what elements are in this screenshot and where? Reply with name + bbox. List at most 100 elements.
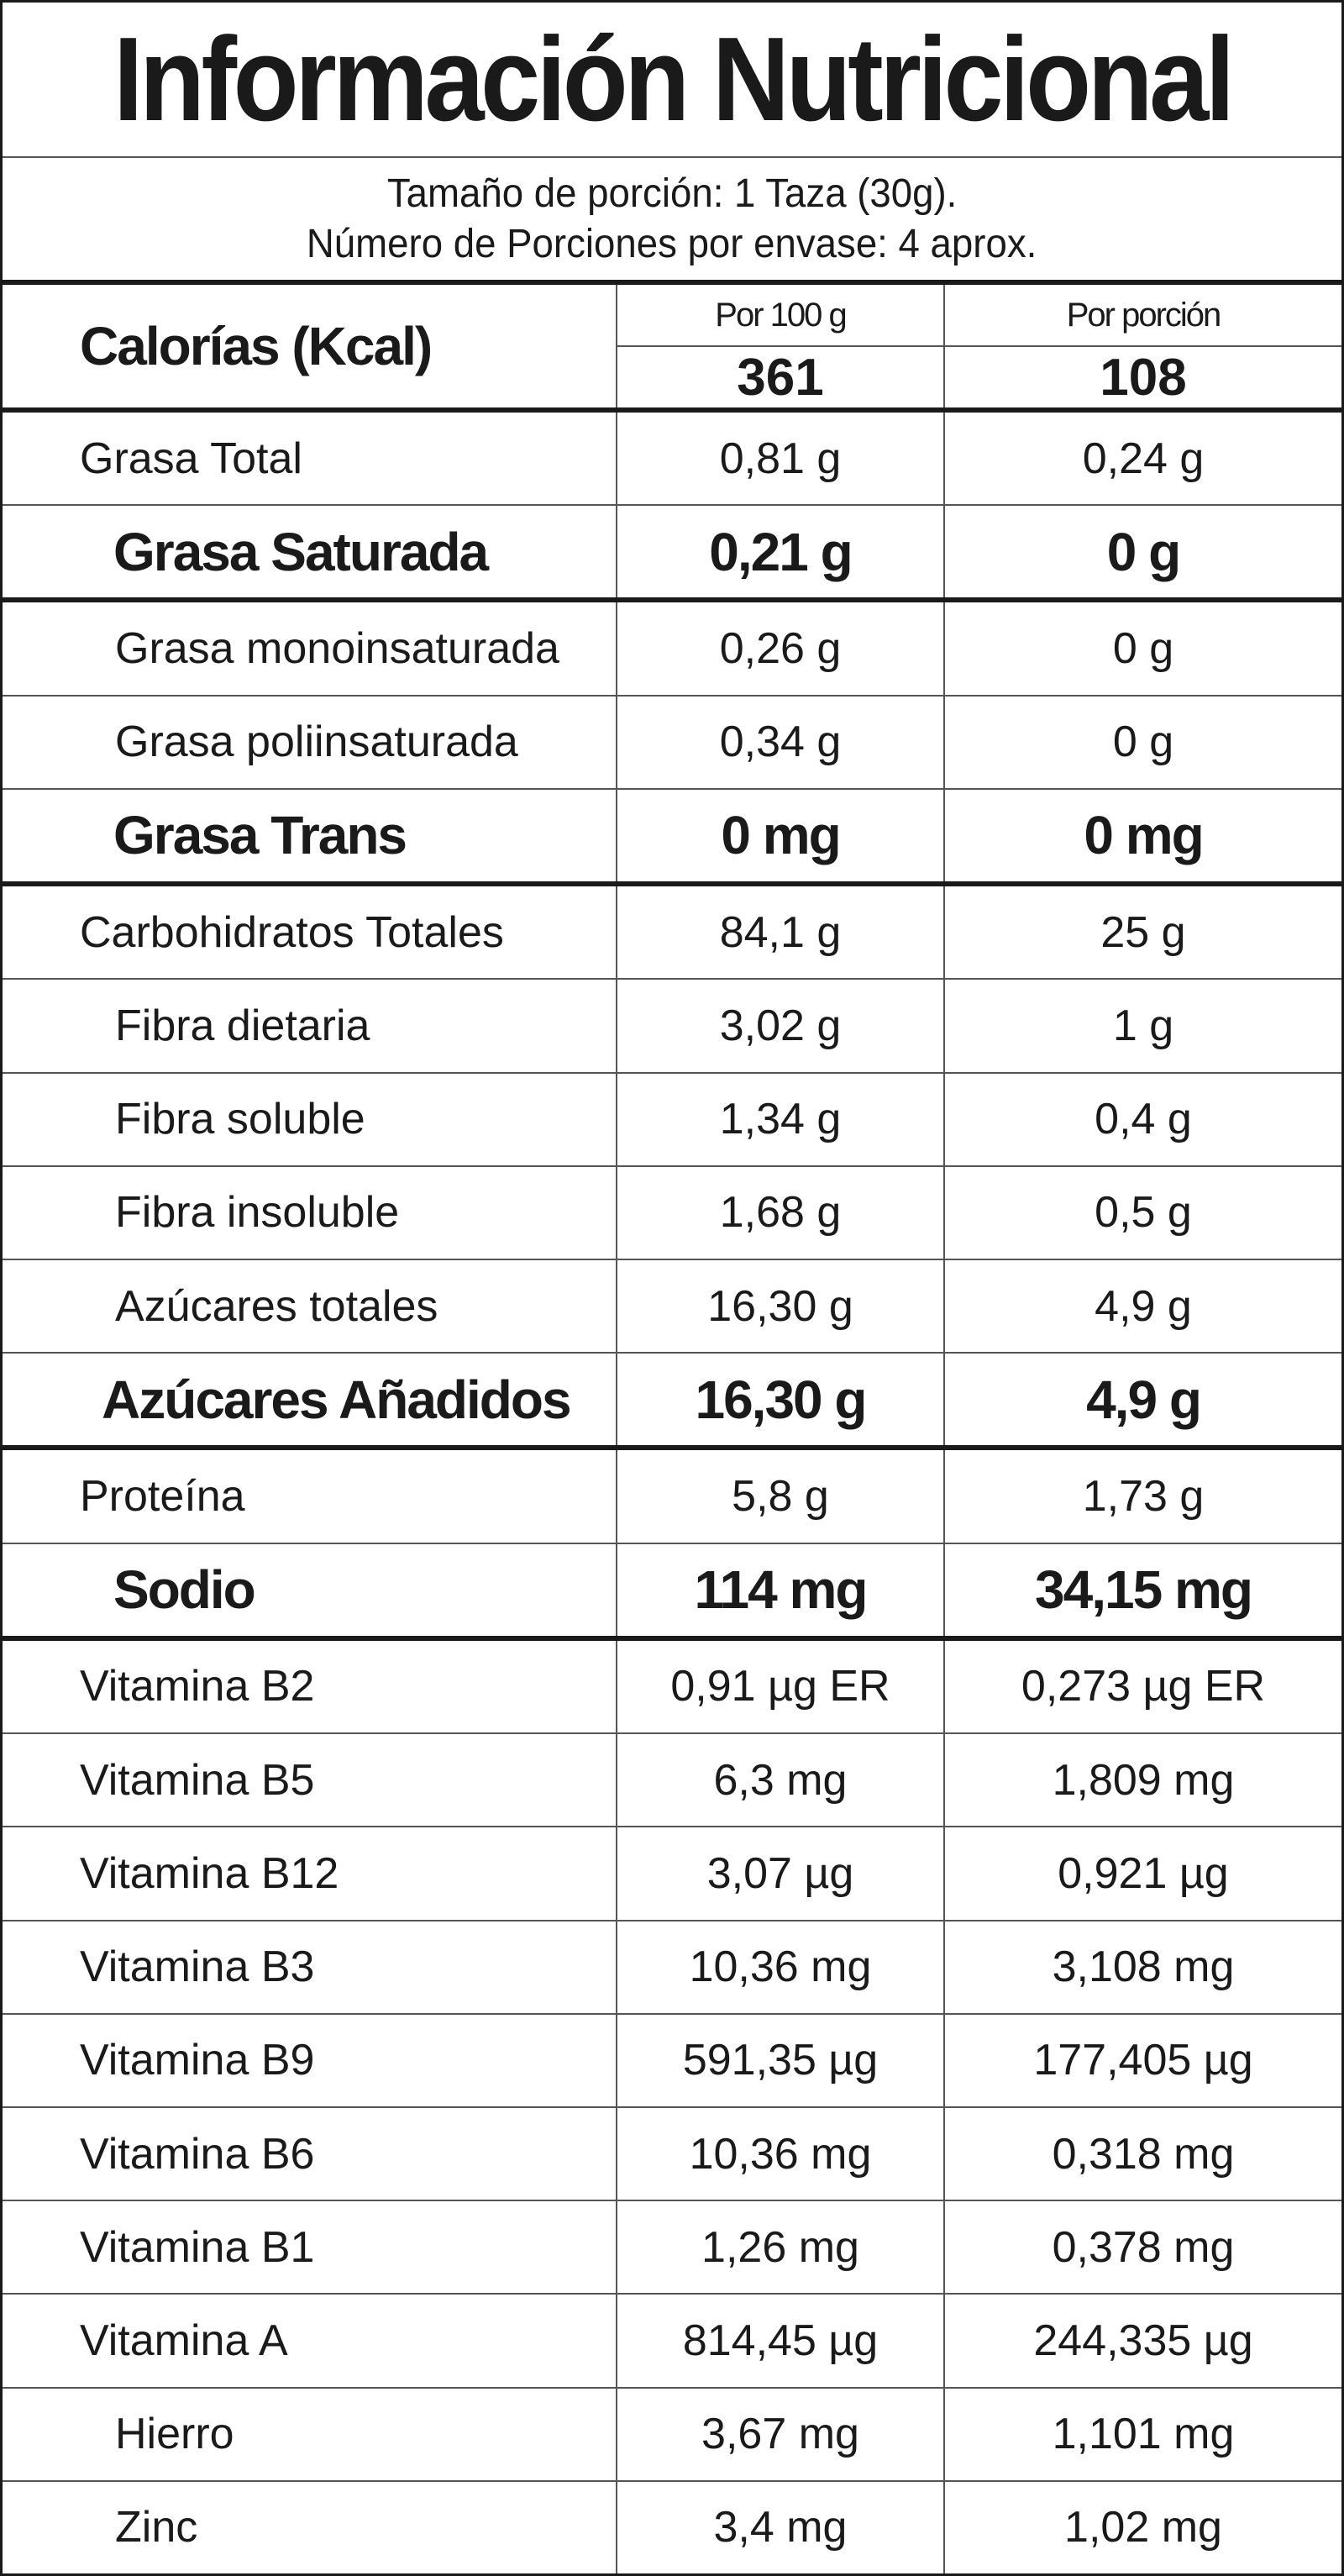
value-per-100g: 16,30 g [617,1354,945,1446]
nutrient-row: Vitamina B1 1,26 mg 0,378 mg [3,2201,1341,2295]
nutrient-row: Vitamina A 814,45 µg 244,335 µg [3,2295,1341,2389]
serving-size: Tamaño de porción: 1 Taza (30g). [386,171,958,216]
nutrient-name: Hierro [3,2388,617,2480]
value-per-100g: 3,02 g [617,980,945,1072]
nutrient-row: Fibra insoluble 1,68 g 0,5 g [3,1166,1341,1260]
value-per-100g: 1,68 g [617,1166,945,1259]
servings-per-container: Número de Porciones por envase: 4 aprox. [307,221,1037,266]
value-per-100g: 3,4 mg [617,2481,945,2574]
title-bar: Información Nutricional [3,3,1341,158]
nutrient-row: Vitamina B5 6,3 mg 1,809 mg [3,1734,1341,1828]
value-per-100g: 3,67 mg [617,2388,945,2480]
calories-label: Calorías (Kcal) [3,285,617,407]
page-title: Información Nutricional [113,12,1235,146]
value-per-100g: 10,36 mg [617,1921,945,2013]
per-serving-header: Por porción [945,285,1341,347]
nutrient-name: Fibra soluble [3,1073,617,1165]
value-per-serving: 3,108 mg [1052,1943,1235,1992]
nutrient-rows: Grasa Total 0,81 g 0,24 g Grasa Saturada 0,2… [3,413,1341,2574]
nutrient-name: Grasa poliinsaturada [3,696,617,788]
value-per-serving: 1,02 mg [1064,2503,1222,2552]
nutrient-name: Fibra dietaria [3,980,617,1072]
value-per-serving: 1,809 mg [1052,1755,1235,1805]
nutrient-row: Grasa Trans 0 mg 0 mg [3,789,1341,887]
value-per-serving: 1 g [1112,1001,1174,1050]
nutrient-name: Vitamina B2 [3,1640,617,1733]
nutrient-name: Vitamina B1 [3,2201,617,2294]
nutrient-row: Zinc 3,4 mg 1,02 mg [3,2481,1341,2574]
calories-per-100g: 361 [737,348,824,407]
value-per-serving: 4,9 g [1095,1281,1192,1331]
value-per-serving: 1,73 g [1082,1472,1205,1522]
nutrient-name: Vitamina A [3,2295,617,2387]
calories-per-serving: 108 [1100,348,1187,407]
value-per-serving: 0,24 g [1082,434,1205,483]
nutrient-row: Vitamina B2 0,91 µg ER 0,273 µg ER [3,1640,1341,1735]
value-per-serving: 0 g [1106,521,1181,582]
nutrient-name: Vitamina B3 [3,1921,617,2013]
nutrient-row: Carbohidratos Totales 84,1 g 25 g [3,886,1341,980]
nutrient-row: Hierro 3,67 mg 1,101 mg [3,2388,1341,2482]
value-per-100g: 6,3 mg [617,1734,945,1827]
nutrient-row: Grasa Saturada 0,21 g 0 g [3,506,1341,603]
per-100g-header: Por 100 g [617,285,943,347]
nutrient-name: Vitamina B12 [3,1827,617,1920]
value-per-serving: 0 mg [1084,805,1204,866]
value-per-serving: 0,378 mg [1052,2222,1235,2272]
nutrient-row: Azúcares Añadidos 16,30 g 4,9 g [3,1354,1341,1451]
nutrient-row: Fibra soluble 1,34 g 0,4 g [3,1073,1341,1167]
nutrient-name: Vitamina B6 [3,2107,617,2200]
nutrient-name: Vitamina B9 [3,2014,617,2106]
nutrient-name: Vitamina B5 [3,1734,617,1827]
nutrient-name: Fibra insoluble [3,1166,617,1259]
value-per-serving: 177,405 µg [1033,2036,1253,2085]
value-per-serving: 0,921 µg [1058,1848,1229,1898]
nutrient-name: Azúcares totales [3,1259,617,1353]
per-serving-column: Por porción 108 [945,285,1341,407]
nutrient-name: Carbohidratos Totales [3,886,617,979]
value-per-serving: 0,5 g [1095,1188,1192,1238]
value-per-serving: 0,318 mg [1052,2129,1235,2179]
value-per-100g: 5,8 g [617,1450,945,1543]
value-per-serving: 4,9 g [1086,1369,1202,1430]
value-per-100g: 84,1 g [617,886,945,979]
nutrient-name: Sodio [3,1543,617,1636]
value-per-100g: 591,35 µg [617,2014,945,2106]
value-per-serving: 34,15 mg [1035,1559,1253,1621]
value-per-100g: 114 mg [617,1543,945,1636]
nutrient-name: Proteína [3,1450,617,1543]
value-per-serving: 0,273 µg ER [1021,1662,1266,1711]
value-per-serving: 244,335 µg [1033,2316,1253,2365]
value-per-100g: 0 mg [617,789,945,882]
nutrient-row: Fibra dietaria 3,02 g 1 g [3,980,1341,1074]
nutrient-row: Vitamina B9 591,35 µg 177,405 µg [3,2014,1341,2108]
value-per-100g: 0,81 g [617,413,945,505]
value-per-100g: 1,26 mg [617,2201,945,2294]
value-per-100g: 814,45 µg [617,2295,945,2387]
nutrient-row: Grasa monoinsaturada 0,26 g 0 g [3,602,1341,697]
per-100g-column: Por 100 g 361 [617,285,945,407]
nutrient-row: Vitamina B12 3,07 µg 0,921 µg [3,1827,1341,1921]
value-per-100g: 16,30 g [617,1259,945,1353]
nutrient-name: Grasa monoinsaturada [3,602,617,695]
nutrient-row: Vitamina B6 10,36 mg 0,318 mg [3,2107,1341,2202]
nutrient-name: Grasa Saturada [3,506,617,598]
value-per-100g: 0,26 g [617,602,945,695]
nutrient-row: Vitamina B3 10,36 mg 3,108 mg [3,1921,1341,2015]
nutrient-row: Proteína 5,8 g 1,73 g [3,1450,1341,1544]
serving-info: Tamaño de porción: 1 Taza (30g). Número … [3,158,1341,285]
value-per-serving: 0 g [1112,624,1174,674]
value-per-100g: 1,34 g [617,1073,945,1165]
value-per-serving: 0,4 g [1095,1095,1192,1144]
nutrient-name: Zinc [3,2481,617,2574]
value-per-100g: 0,34 g [617,696,945,788]
value-per-serving: 1,101 mg [1052,2410,1235,2459]
value-per-100g: 0,21 g [617,506,945,598]
nutrient-name: Grasa Total [3,413,617,505]
nutrient-row: Azúcares totales 16,30 g 4,9 g [3,1259,1341,1354]
nutrient-row: Grasa poliinsaturada 0,34 g 0 g [3,696,1341,790]
nutrient-row: Grasa Total 0,81 g 0,24 g [3,413,1341,507]
value-per-serving: 0 g [1112,718,1174,767]
value-per-100g: 3,07 µg [617,1827,945,1920]
